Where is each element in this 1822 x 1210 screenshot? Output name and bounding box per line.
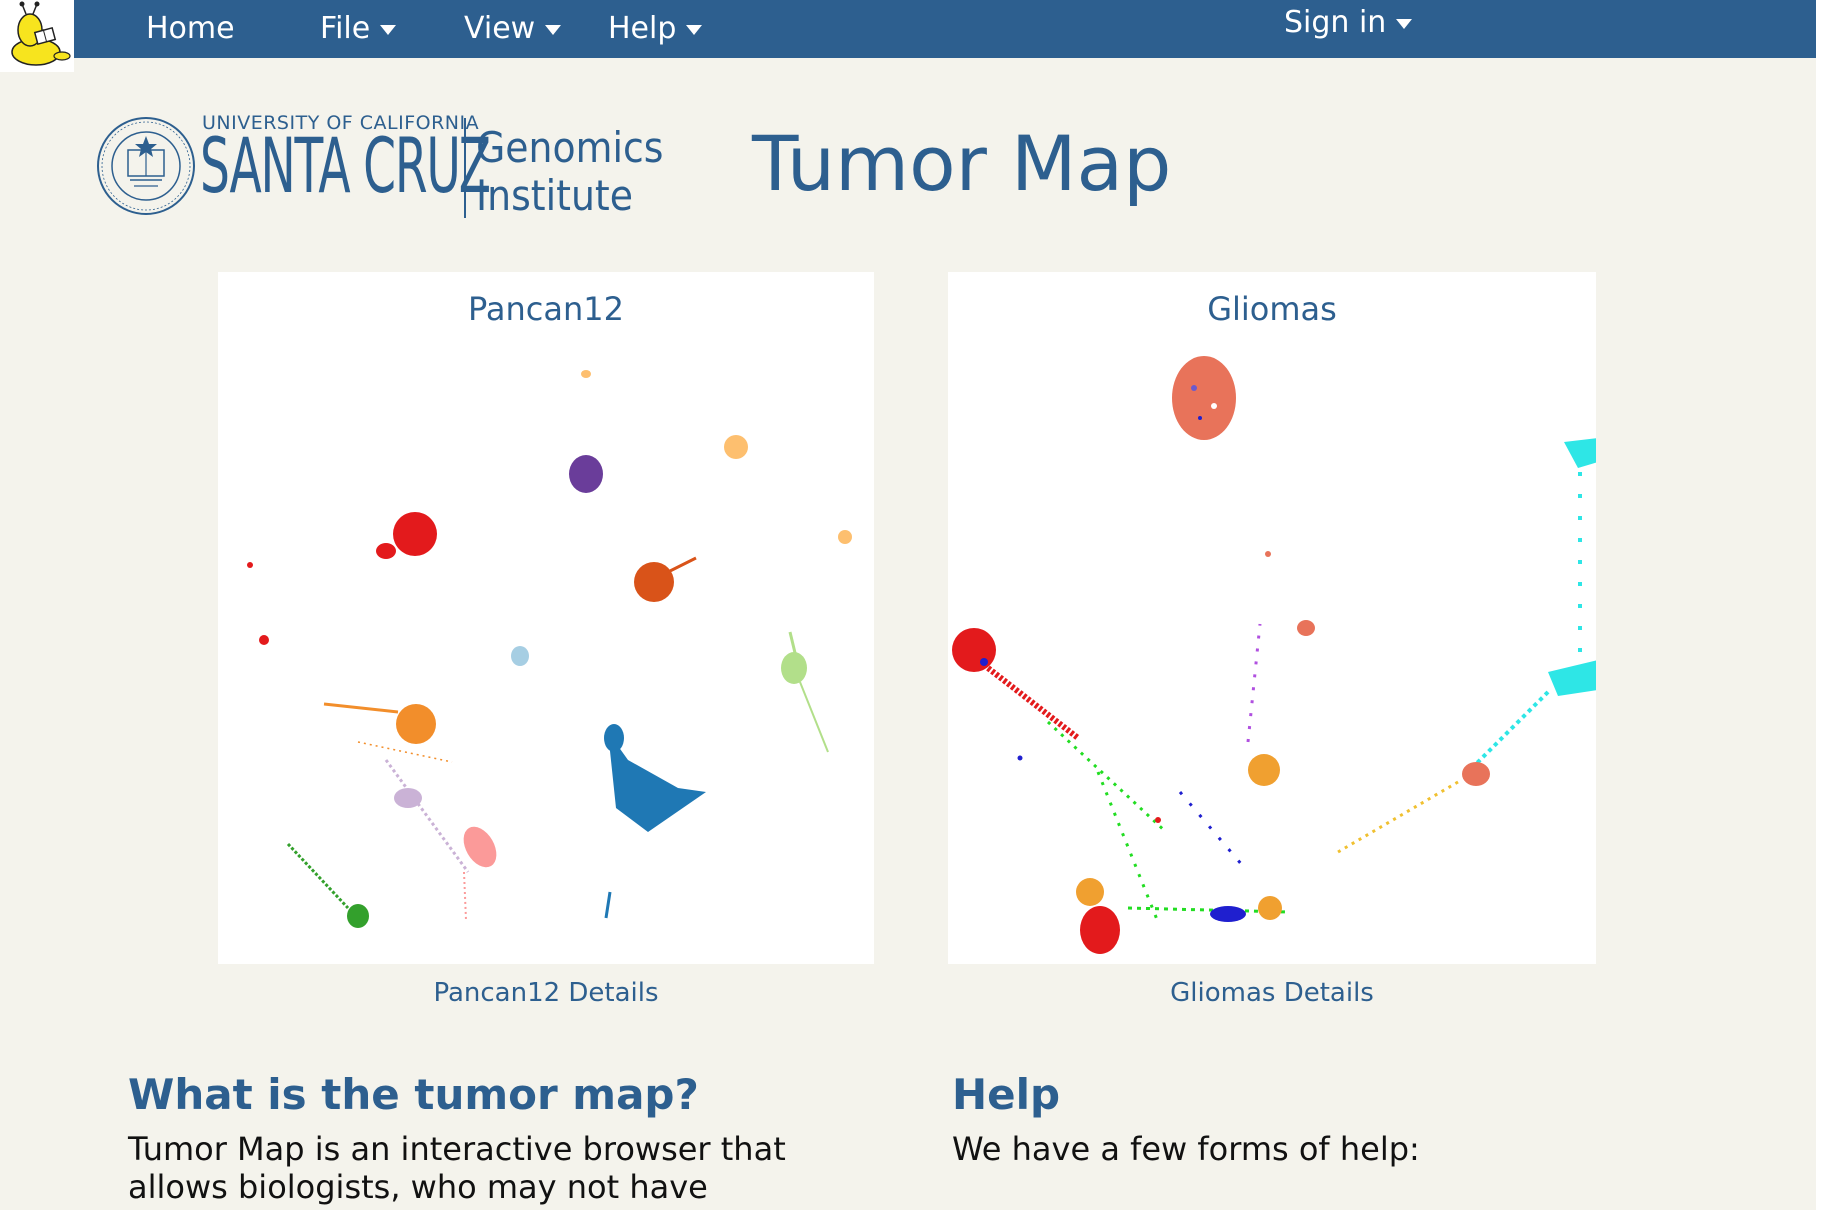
university-seal-icon: [97, 117, 195, 215]
map-card-gliomas[interactable]: Gliomas: [948, 272, 1596, 964]
map-title-gliomas: Gliomas: [1207, 290, 1337, 328]
gliomas-details-link[interactable]: Gliomas Details: [1170, 978, 1374, 1008]
caret-down-icon: [686, 24, 703, 35]
nav-help-menu[interactable]: Help: [608, 0, 703, 58]
signin-menu[interactable]: Sign in: [1284, 0, 1413, 52]
nav-view-label: View: [464, 11, 536, 46]
brand-genomics-label: Genomics: [476, 123, 664, 172]
pancan12-details-link[interactable]: Pancan12 Details: [433, 978, 659, 1008]
brand-institute-word: Institute: [476, 171, 633, 220]
signin-label: Sign in: [1284, 5, 1387, 40]
slug-reading-book-icon: [11, 1, 71, 66]
nav-help-label: Help: [608, 11, 677, 46]
help-text: We have a few forms of help:: [952, 1130, 1420, 1168]
nav-home-label: Home: [146, 11, 235, 46]
caret-down-icon: [545, 24, 562, 35]
brand-institute-label: Genomics Institute: [476, 124, 663, 220]
brand-university-label: UNIVERSITY OF CALIFORNIA: [202, 112, 480, 134]
caret-down-icon: [380, 24, 397, 35]
nav-view-menu[interactable]: View: [464, 0, 562, 58]
help-heading: Help: [952, 1070, 1061, 1119]
brand-campus-label: SANTA CRUZ: [200, 121, 491, 210]
page-title: Tumor Map: [752, 119, 1172, 208]
about-heading: What is the tumor map?: [128, 1070, 699, 1119]
about-text: Tumor Map is an interactive browser that…: [128, 1130, 786, 1206]
gliomas-map-thumbnail: [952, 356, 1596, 954]
nav-home[interactable]: Home: [146, 0, 235, 58]
page-right-edge: [1816, 0, 1822, 1210]
brand-divider: [464, 118, 466, 218]
nav-file-menu[interactable]: File: [320, 0, 397, 58]
nav-file-label: File: [320, 11, 371, 46]
map-card-pancan12[interactable]: Pancan12: [218, 272, 874, 964]
corner-logo[interactable]: [0, 0, 74, 72]
caret-down-icon: [1396, 18, 1413, 29]
map-title-pancan12: Pancan12: [468, 290, 624, 328]
pancan12-map-thumbnail: [247, 370, 852, 928]
top-navbar: Home File View Help Sign in: [74, 0, 1816, 58]
ucsc-genomics-logo[interactable]: UNIVERSITY OF CALIFORNIA SANTA CRUZ Geno…: [96, 112, 676, 224]
